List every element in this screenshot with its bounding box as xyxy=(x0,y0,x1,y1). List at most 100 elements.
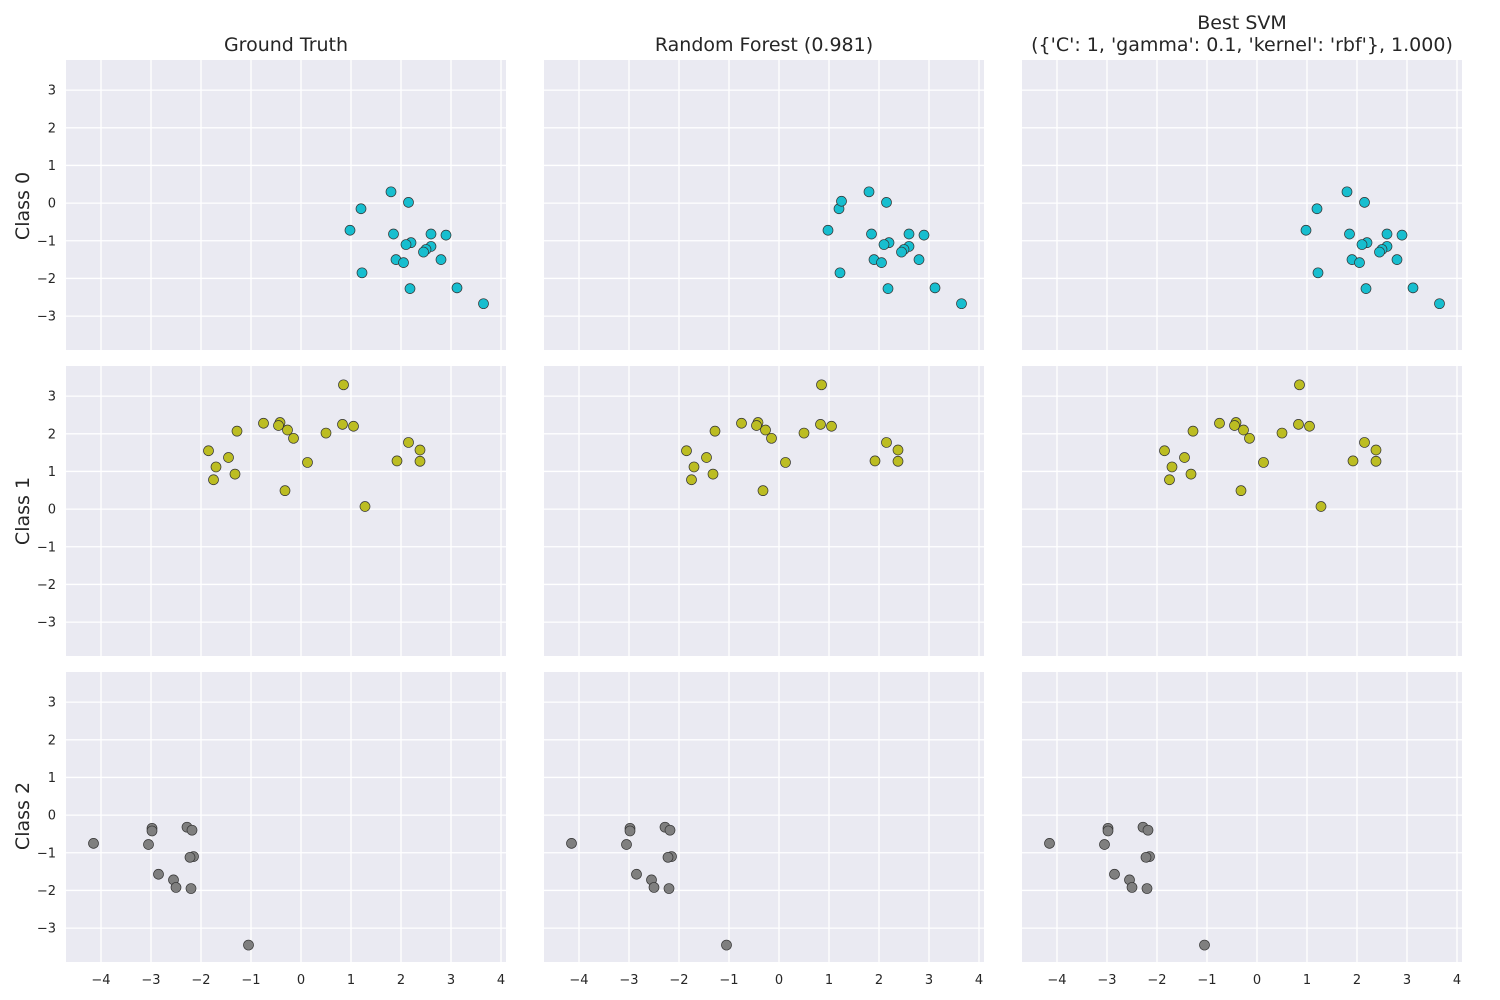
data-point xyxy=(1347,455,1359,467)
x-tick-label: 1 xyxy=(347,973,355,988)
x-tick-label: 3 xyxy=(1403,973,1411,988)
data-point xyxy=(1102,825,1114,837)
data-point xyxy=(760,424,771,436)
data-point xyxy=(1359,437,1370,448)
data-point xyxy=(882,283,894,294)
x-tick-label: 0 xyxy=(297,973,305,988)
data-point xyxy=(1235,485,1247,497)
y-tick-label: −3 xyxy=(37,922,56,937)
data-point xyxy=(425,228,437,240)
data-point xyxy=(143,839,154,850)
data-point xyxy=(231,425,243,437)
data-point xyxy=(435,254,447,265)
panels: 3 2 1 0 −1 −2 −3 3 2 1 0 −1 −2 −3 3 2 1 0 −1 −2 −3 −4 −3 −2 −1 0 1… xyxy=(37,60,1462,988)
row-label-class-1: Class 1 xyxy=(12,477,34,545)
data-point xyxy=(1294,379,1305,391)
data-point xyxy=(1109,868,1120,880)
y-tick-label: 1 xyxy=(48,771,56,786)
data-point xyxy=(1140,851,1152,863)
column-titles: Ground Truth Random Forest (0.981) Best … xyxy=(224,12,1453,56)
x-tick-label: −1 xyxy=(1197,973,1216,988)
data-point xyxy=(751,420,762,431)
data-point xyxy=(836,195,847,207)
data-point xyxy=(834,267,846,279)
data-point xyxy=(798,427,810,439)
data-point xyxy=(780,457,791,468)
data-point xyxy=(1391,254,1403,265)
panel-background xyxy=(544,366,984,656)
data-point xyxy=(146,825,158,837)
data-point xyxy=(1354,257,1365,268)
data-point xyxy=(1396,229,1408,241)
data-point xyxy=(816,379,827,391)
data-point xyxy=(881,437,892,448)
data-point xyxy=(385,186,397,198)
data-point xyxy=(356,267,368,279)
x-tick-label: −2 xyxy=(669,973,688,988)
data-point xyxy=(1179,452,1190,463)
x-tick-label: 4 xyxy=(1453,973,1461,988)
data-point xyxy=(648,882,660,893)
data-point xyxy=(203,445,214,457)
data-point xyxy=(1370,455,1382,467)
data-point xyxy=(918,229,930,241)
y-tick-label: −2 xyxy=(37,272,56,287)
x-tick-label: −4 xyxy=(91,973,110,988)
data-point xyxy=(388,228,399,240)
data-point xyxy=(1166,461,1178,473)
column-title-ground-truth: Ground Truth xyxy=(224,34,348,56)
data-point xyxy=(1407,282,1419,294)
y-tick-label: 0 xyxy=(48,503,56,518)
y-tick-label: −3 xyxy=(37,310,56,325)
data-point xyxy=(892,455,904,467)
data-point xyxy=(621,839,632,850)
x-tick-label: −4 xyxy=(1047,973,1066,988)
panel-ground-truth-class-0: 3 2 1 0 −1 −2 −3 xyxy=(37,60,506,350)
data-point xyxy=(721,939,732,951)
data-point xyxy=(337,419,348,430)
data-point xyxy=(1044,838,1055,849)
data-point xyxy=(624,825,636,837)
data-point xyxy=(338,379,349,391)
column-title-best-svm-line1: Best SVM xyxy=(1197,12,1287,34)
data-point xyxy=(869,455,881,467)
data-point xyxy=(826,420,837,432)
panel-random-forest-class-1 xyxy=(544,366,984,656)
row-labels: Class 0 Class 1 Class 2 xyxy=(12,172,34,850)
data-point xyxy=(344,224,356,236)
data-point xyxy=(1238,424,1249,436)
row-label-class-2: Class 2 xyxy=(12,782,34,850)
data-point xyxy=(1187,425,1199,437)
data-point xyxy=(1229,420,1240,431)
panel-background xyxy=(66,672,506,962)
data-point xyxy=(273,420,284,431)
data-point xyxy=(736,417,747,429)
data-point xyxy=(1185,468,1197,480)
y-tick-label: −2 xyxy=(37,884,56,899)
data-point xyxy=(348,420,359,432)
data-point xyxy=(662,851,674,863)
y-tick-label: 3 xyxy=(48,390,56,405)
data-point xyxy=(391,455,403,467)
data-point xyxy=(223,452,234,463)
data-point xyxy=(258,417,269,429)
panel-background xyxy=(544,60,984,350)
data-point xyxy=(1142,824,1154,836)
data-point xyxy=(1434,298,1445,310)
data-point xyxy=(757,485,769,497)
panel-background xyxy=(1022,672,1462,962)
data-point xyxy=(688,461,700,473)
data-point xyxy=(184,851,196,863)
data-point xyxy=(210,461,222,473)
data-point xyxy=(355,203,367,215)
data-point xyxy=(279,485,291,497)
y-tick-label: 1 xyxy=(48,465,56,480)
panel-best-svm-class-1 xyxy=(1022,366,1462,656)
data-point xyxy=(686,474,697,486)
x-tick-label: −2 xyxy=(1147,973,1166,988)
y-tick-label: 2 xyxy=(48,427,56,442)
data-point xyxy=(681,445,692,457)
data-point xyxy=(1159,445,1170,457)
data-point xyxy=(478,298,489,310)
